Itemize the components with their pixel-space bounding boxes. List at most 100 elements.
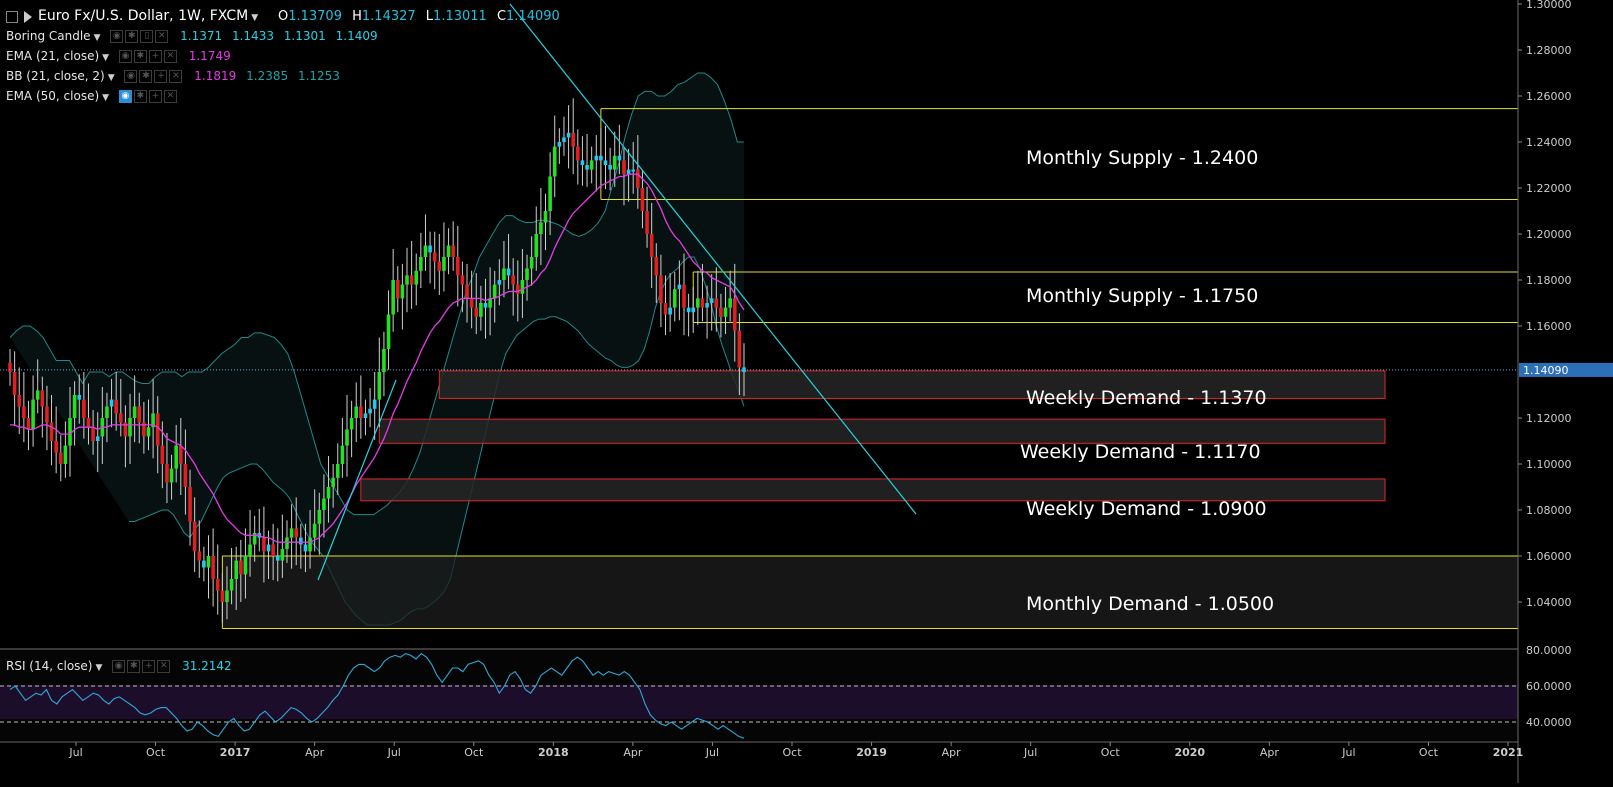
candle-body[interactable] [239, 560, 243, 575]
indicator-name[interactable]: Boring Candle [6, 29, 91, 43]
candle-body[interactable] [202, 560, 206, 568]
indicator-row-boring-candle[interactable]: Boring Candle ▼ ◉ ✱ ▯ ✕ 1.1371 1.1433 1.1301… [6, 27, 378, 45]
candle-body[interactable] [465, 284, 469, 299]
candle-body[interactable] [26, 418, 31, 430]
candle-body[interactable] [659, 275, 663, 303]
candle-body[interactable] [377, 372, 382, 400]
candle-body[interactable] [363, 413, 368, 418]
candle-body[interactable] [151, 413, 155, 428]
candle-body[interactable] [728, 298, 732, 308]
eye-icon[interactable]: ◉ [118, 90, 132, 103]
collapse-icon[interactable] [6, 10, 18, 23]
candle-body[interactable] [285, 537, 289, 550]
candle-body[interactable] [566, 132, 571, 138]
candle-body[interactable] [631, 169, 636, 172]
candle-body[interactable] [49, 422, 54, 441]
candle-body[interactable] [294, 528, 299, 538]
ascending-trendline[interactable] [317, 379, 397, 581]
candle-body[interactable] [275, 556, 280, 561]
candle-body[interactable] [719, 307, 723, 317]
candle-body[interactable] [474, 307, 479, 317]
candle-body[interactable] [137, 406, 142, 423]
candle-body[interactable] [562, 137, 566, 142]
candle-body[interactable] [63, 445, 68, 464]
candle-body[interactable] [155, 413, 160, 446]
plus-icon[interactable]: + [148, 90, 162, 103]
candle-body[interactable] [114, 399, 118, 414]
candle-body[interactable] [206, 556, 211, 568]
candle-body[interactable] [142, 422, 146, 437]
descending-trendline[interactable] [509, 3, 917, 515]
candle-body[interactable] [72, 395, 77, 418]
candle-body[interactable] [640, 188, 645, 211]
candle-body[interactable] [31, 399, 35, 430]
gear-icon[interactable]: ✱ [127, 660, 141, 673]
candle-body[interactable] [525, 268, 529, 281]
candle-body[interactable] [386, 314, 391, 350]
chevron-down-icon[interactable]: ▼ [102, 93, 110, 103]
candle-body[interactable] [515, 284, 520, 294]
candle-body[interactable] [91, 427, 95, 441]
candle-body[interactable] [608, 165, 612, 170]
candle-body[interactable] [405, 275, 409, 285]
candle-body[interactable] [299, 537, 303, 545]
candle-body[interactable] [548, 176, 552, 212]
candle-body[interactable] [68, 418, 72, 446]
candle-body[interactable] [109, 399, 114, 407]
candle-body[interactable] [571, 132, 575, 147]
indicator-row-ema21[interactable]: EMA (21, close) ▼ ◉ ✱ + ✕ 1.1749 [6, 47, 231, 65]
candle-body[interactable] [603, 160, 608, 165]
candle-body[interactable] [469, 298, 474, 308]
candle-body[interactable] [359, 406, 363, 419]
plus-icon[interactable]: + [148, 50, 162, 63]
candle-body[interactable] [35, 390, 40, 400]
lock-icon[interactable]: ▯ [140, 30, 154, 43]
candle-body[interactable] [395, 280, 400, 299]
candle-body[interactable] [585, 165, 589, 170]
close-icon[interactable]: ✕ [169, 70, 183, 83]
candle-body[interactable] [414, 270, 419, 285]
candle-body[interactable] [271, 544, 275, 557]
plus-icon[interactable]: + [142, 660, 156, 673]
candle-body[interactable] [492, 284, 497, 299]
candle-body[interactable] [626, 169, 631, 175]
close-icon[interactable]: ✕ [157, 660, 171, 673]
candle-body[interactable] [682, 284, 686, 308]
candle-body[interactable] [382, 349, 386, 372]
candle-body[interactable] [266, 544, 271, 552]
candle-body[interactable] [95, 436, 100, 441]
candle-body[interactable] [308, 537, 312, 552]
candle-body[interactable] [696, 298, 700, 308]
candle-body[interactable] [132, 406, 137, 419]
chevron-down-icon[interactable]: ▼ [107, 73, 115, 83]
candle-body[interactable] [174, 445, 178, 469]
candle-body[interactable] [234, 560, 239, 579]
candle-body[interactable] [391, 280, 395, 315]
candle-body[interactable] [409, 275, 414, 285]
candle-body[interactable] [105, 406, 109, 419]
candle-body[interactable] [446, 245, 451, 258]
candle-body[interactable] [252, 533, 257, 545]
candle-body[interactable] [432, 252, 437, 262]
indicator-name[interactable]: BB (21, close, 2) [6, 69, 105, 83]
candle-body[interactable] [248, 544, 252, 557]
chevron-down-icon[interactable]: ▼ [93, 33, 101, 43]
candle-body[interactable] [179, 445, 183, 464]
gear-icon[interactable]: ✱ [133, 90, 147, 103]
candle-body[interactable] [17, 395, 22, 407]
candle-body[interactable] [326, 487, 331, 499]
candle-body[interactable] [197, 551, 202, 561]
candle-body[interactable] [534, 234, 539, 257]
candle-body[interactable] [691, 307, 696, 313]
candle-body[interactable] [86, 418, 91, 428]
candle-body[interactable] [594, 155, 599, 161]
candle-body[interactable] [280, 549, 285, 561]
chevron-down-icon[interactable]: ▼ [102, 53, 110, 63]
candle-body[interactable] [372, 399, 377, 409]
candle-body[interactable] [612, 155, 617, 170]
candle-body[interactable] [317, 510, 322, 524]
candle-body[interactable] [262, 537, 266, 552]
candle-body[interactable] [668, 307, 672, 315]
candle-body[interactable] [649, 234, 654, 257]
